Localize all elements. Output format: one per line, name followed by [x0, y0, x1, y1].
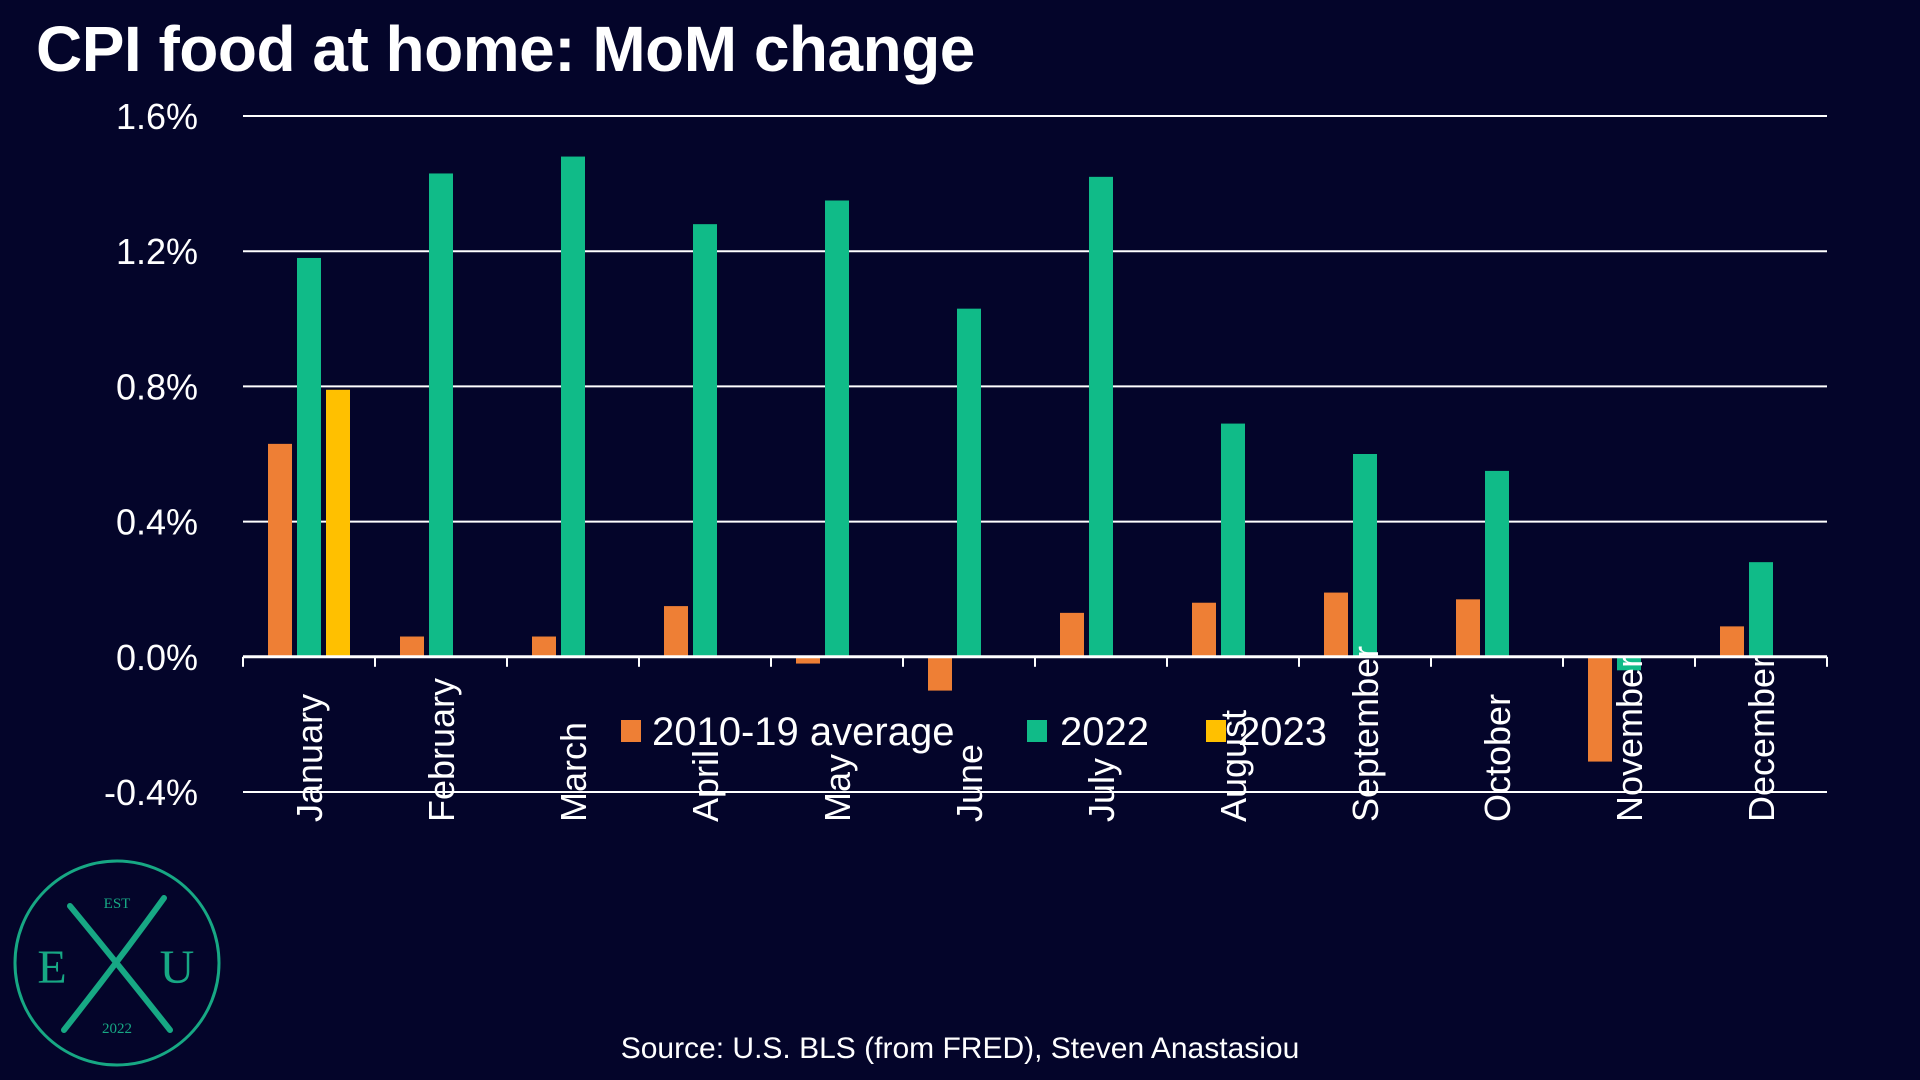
bar [664, 606, 688, 657]
bars [268, 156, 1773, 762]
category-label: June [949, 744, 990, 822]
category-label: December [1741, 656, 1782, 822]
category-label: March [553, 722, 594, 822]
zero-axis [242, 655, 1828, 667]
logo-est-text: EST [104, 896, 131, 912]
bar [825, 200, 849, 657]
bar [297, 257, 321, 657]
category-label: April [685, 750, 726, 822]
logo-letter-u: U [160, 941, 195, 994]
bar [1221, 423, 1245, 657]
legend-swatch [1206, 720, 1226, 742]
bar [1588, 656, 1612, 762]
bar [1060, 612, 1084, 657]
legend-swatch [1027, 720, 1047, 742]
category-label: May [817, 754, 858, 822]
source-note: Source: U.S. BLS (from FRED), Steven Ana… [620, 1032, 1300, 1065]
bar [693, 224, 717, 657]
bar [1324, 592, 1348, 657]
bar [928, 656, 952, 691]
y-tick-label: 0.4% [116, 502, 198, 543]
bar [400, 636, 424, 657]
x-axis-category-labels: January February March April May June July Augu… [289, 646, 1782, 822]
y-tick-label: 1.6% [116, 96, 198, 137]
legend: 2010-19 average 2022 2023 [621, 710, 1327, 754]
category-label: July [1081, 758, 1122, 822]
bar [429, 173, 453, 657]
y-axis-tick-labels: 1.6% 1.2% 0.8% 0.4% 0.0% -0.4% [104, 96, 198, 813]
bar [796, 656, 820, 664]
legend-label: 2010-19 average [652, 710, 954, 754]
y-tick-label: -0.4% [104, 772, 198, 813]
legend-swatch [621, 720, 641, 742]
logo-x-mark [61, 895, 173, 1033]
bar [1749, 562, 1773, 657]
logo-year-text: 2022 [102, 1021, 132, 1037]
y-tick-label: 0.0% [116, 637, 198, 678]
bar [1192, 602, 1216, 657]
bar [561, 156, 585, 657]
y-tick-label: 1.2% [116, 231, 198, 272]
bar [957, 308, 981, 657]
exu-logo: EST E U 2022 [13, 859, 221, 1067]
y-tick-label: 0.8% [116, 366, 198, 407]
category-label: September [1345, 646, 1386, 822]
bar [1353, 454, 1377, 657]
bar [1617, 656, 1641, 671]
category-label: October [1477, 694, 1518, 822]
chart-title: CPI food at home: MoM change [36, 13, 975, 85]
bar [268, 443, 292, 657]
logo-ring [13, 859, 221, 1067]
category-label: February [421, 678, 462, 822]
bar [1456, 599, 1480, 657]
bar [1089, 176, 1113, 657]
category-label: November [1609, 656, 1650, 822]
bar [1485, 470, 1509, 657]
legend-label: 2023 [1238, 710, 1327, 754]
bar [326, 389, 350, 657]
category-label: January [289, 694, 330, 822]
gridlines [243, 115, 1827, 793]
bar [532, 636, 556, 657]
logo-letter-e: E [37, 941, 66, 994]
bar [1720, 626, 1744, 657]
legend-label: 2022 [1060, 710, 1149, 754]
